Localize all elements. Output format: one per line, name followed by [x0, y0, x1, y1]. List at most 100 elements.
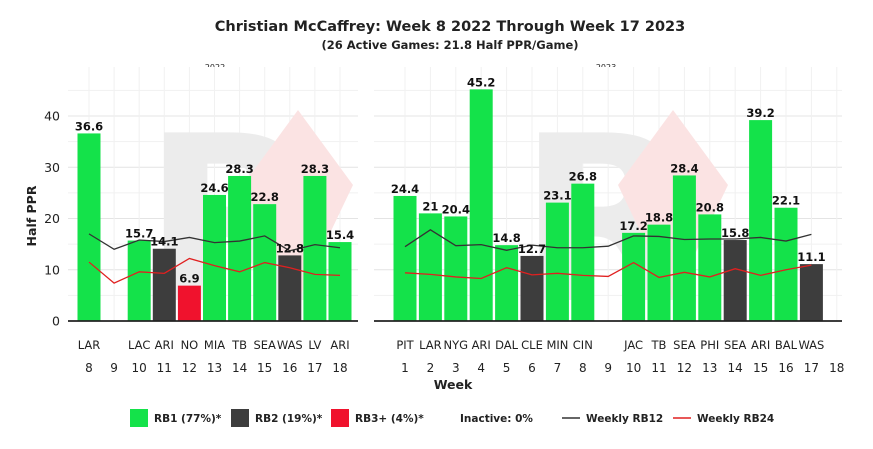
y-tick-label: 30	[44, 160, 60, 175]
week-tick-label: 5	[503, 361, 511, 375]
legend-swatch-rb1	[130, 409, 148, 427]
legend-label-inactive: Inactive: 0%	[460, 413, 533, 425]
week-tick-label: 8	[579, 361, 587, 375]
opponent-label: ARI	[751, 338, 770, 352]
week-tick-label: 16	[778, 361, 793, 375]
value-label-2022-week-11: 14.1	[150, 235, 178, 249]
opponent-label: WAS	[798, 338, 824, 352]
value-label-2023-week-3: 20.4	[442, 202, 470, 216]
bar-2023-week-6	[520, 255, 544, 321]
bar-2023-week-17	[799, 264, 823, 321]
week-tick-label: 2	[427, 361, 435, 375]
legend: RB1 (77%)* RB2 (19%)* RB3+ (4%)* Inactive: …	[130, 409, 774, 427]
bar-2022-week-16	[278, 255, 302, 321]
opponent-label: CIN	[573, 338, 593, 352]
week-tick-label: 10	[626, 361, 641, 375]
week-tick-label: 9	[110, 361, 118, 375]
bar-2023-week-2	[418, 213, 442, 321]
bar-2023-week-7	[545, 202, 569, 321]
bar-2023-week-8	[571, 183, 595, 321]
value-label-2022-week-14: 28.3	[225, 162, 253, 176]
week-tick-label: 14	[728, 361, 743, 375]
opponent-label: LAR	[78, 338, 101, 352]
value-label-2023-week-15: 39.2	[746, 106, 774, 120]
opponent-label: DAL	[495, 338, 519, 352]
value-label-2022-week-13: 24.6	[200, 181, 228, 195]
opponent-label: ARI	[472, 338, 491, 352]
value-label-2023-week-6: 12.7	[518, 242, 546, 256]
week-tick-label: 15	[257, 361, 272, 375]
value-label-2023-week-5: 14.8	[492, 231, 520, 245]
legend-label-rb12: Weekly RB12	[586, 413, 663, 425]
value-label-2023-week-1: 24.4	[391, 182, 419, 196]
y-tick-label: 10	[44, 262, 60, 277]
opponent-label: TB	[231, 338, 247, 352]
opponent-label: BAL	[775, 338, 798, 352]
watermark-diamond	[243, 110, 353, 300]
bar-2023-week-5	[495, 245, 519, 321]
opponent-label: MIA	[204, 338, 225, 352]
line-rb12-2023	[404, 229, 812, 251]
opponent-label: CLE	[521, 338, 543, 352]
bar-2023-week-14	[723, 240, 747, 321]
opponent-label: JAC	[623, 338, 643, 352]
value-label-2023-week-8: 26.8	[569, 170, 597, 184]
legend-label-rb3: RB3+ (4%)*	[355, 413, 424, 425]
week-tick-label: 7	[554, 361, 562, 375]
week-tick-label: 8	[85, 361, 93, 375]
value-label-2023-week-14: 15.8	[721, 226, 749, 240]
bar-2022-week-11	[152, 248, 176, 321]
y-tick-label: 0	[52, 314, 60, 329]
chart-title: Christian McCaffrey: Week 8 2022 Through…	[215, 19, 685, 35]
week-tick-label: 18	[332, 361, 347, 375]
opponent-label: SEA	[253, 338, 276, 352]
bar-2023-week-13	[698, 214, 722, 321]
bar-2022-week-17	[303, 175, 327, 321]
y-tick-label: 40	[44, 109, 60, 124]
opponent-label: ARI	[330, 338, 349, 352]
week-tick-label: 13	[207, 361, 222, 375]
bar-2023-week-15	[749, 120, 773, 321]
value-label-2023-week-13: 20.8	[696, 200, 724, 214]
line-rb24-2022	[88, 257, 341, 284]
week-tick-label: 17	[804, 361, 819, 375]
bar-2023-week-11	[647, 224, 671, 321]
opponent-label: WAS	[277, 338, 303, 352]
line-rb12-2022	[88, 233, 341, 252]
x-axis-label: Week	[434, 377, 473, 392]
value-label-2022-week-12: 6.9	[179, 272, 199, 286]
line-rb24-2023	[404, 261, 812, 280]
y-axis-label: Half PPR	[24, 185, 39, 246]
opponent-label: LAC	[128, 338, 150, 352]
value-label-2023-week-16: 22.1	[772, 194, 800, 208]
value-label-2023-week-12: 28.4	[670, 161, 698, 175]
legend-label-rb24: Weekly RB24	[697, 413, 774, 425]
bar-2022-week-14	[228, 175, 252, 321]
value-label-2023-week-4: 45.2	[467, 75, 495, 89]
week-tick-label: 9	[604, 361, 612, 375]
bar-2022-week-8	[77, 133, 101, 321]
value-label-2023-week-2: 21	[422, 199, 438, 213]
bar-2023-week-12	[672, 175, 696, 321]
value-label-2022-week-16: 12.8	[276, 241, 304, 255]
chart-subtitle: (26 Active Games: 21.8 Half PPR/Game)	[321, 38, 578, 52]
opponent-label: LAR	[419, 338, 442, 352]
opponent-label: TB	[651, 338, 667, 352]
value-label-2022-week-18: 15.4	[326, 228, 354, 242]
legend-label-rb2: RB2 (19%)*	[255, 413, 323, 425]
bar-2022-week-18	[328, 242, 352, 321]
week-tick-label: 11	[651, 361, 666, 375]
y-tick-label: 20	[44, 211, 60, 226]
value-label-2022-week-15: 22.8	[251, 190, 279, 204]
bar-2023-week-3	[444, 216, 468, 321]
opponent-label: LV	[308, 338, 321, 352]
opponent-label: PIT	[396, 338, 414, 352]
opponent-label: NO	[181, 338, 199, 352]
week-tick-label: 1	[401, 361, 409, 375]
plot-panels: R36.615.714.16.924.628.322.812.828.315.4…	[68, 67, 844, 375]
bar-2022-week-12	[177, 285, 201, 321]
value-label-2022-week-8: 36.6	[75, 119, 103, 133]
value-label-2023-week-10: 17.2	[619, 219, 647, 233]
week-tick-label: 14	[232, 361, 247, 375]
week-tick-label: 15	[753, 361, 768, 375]
